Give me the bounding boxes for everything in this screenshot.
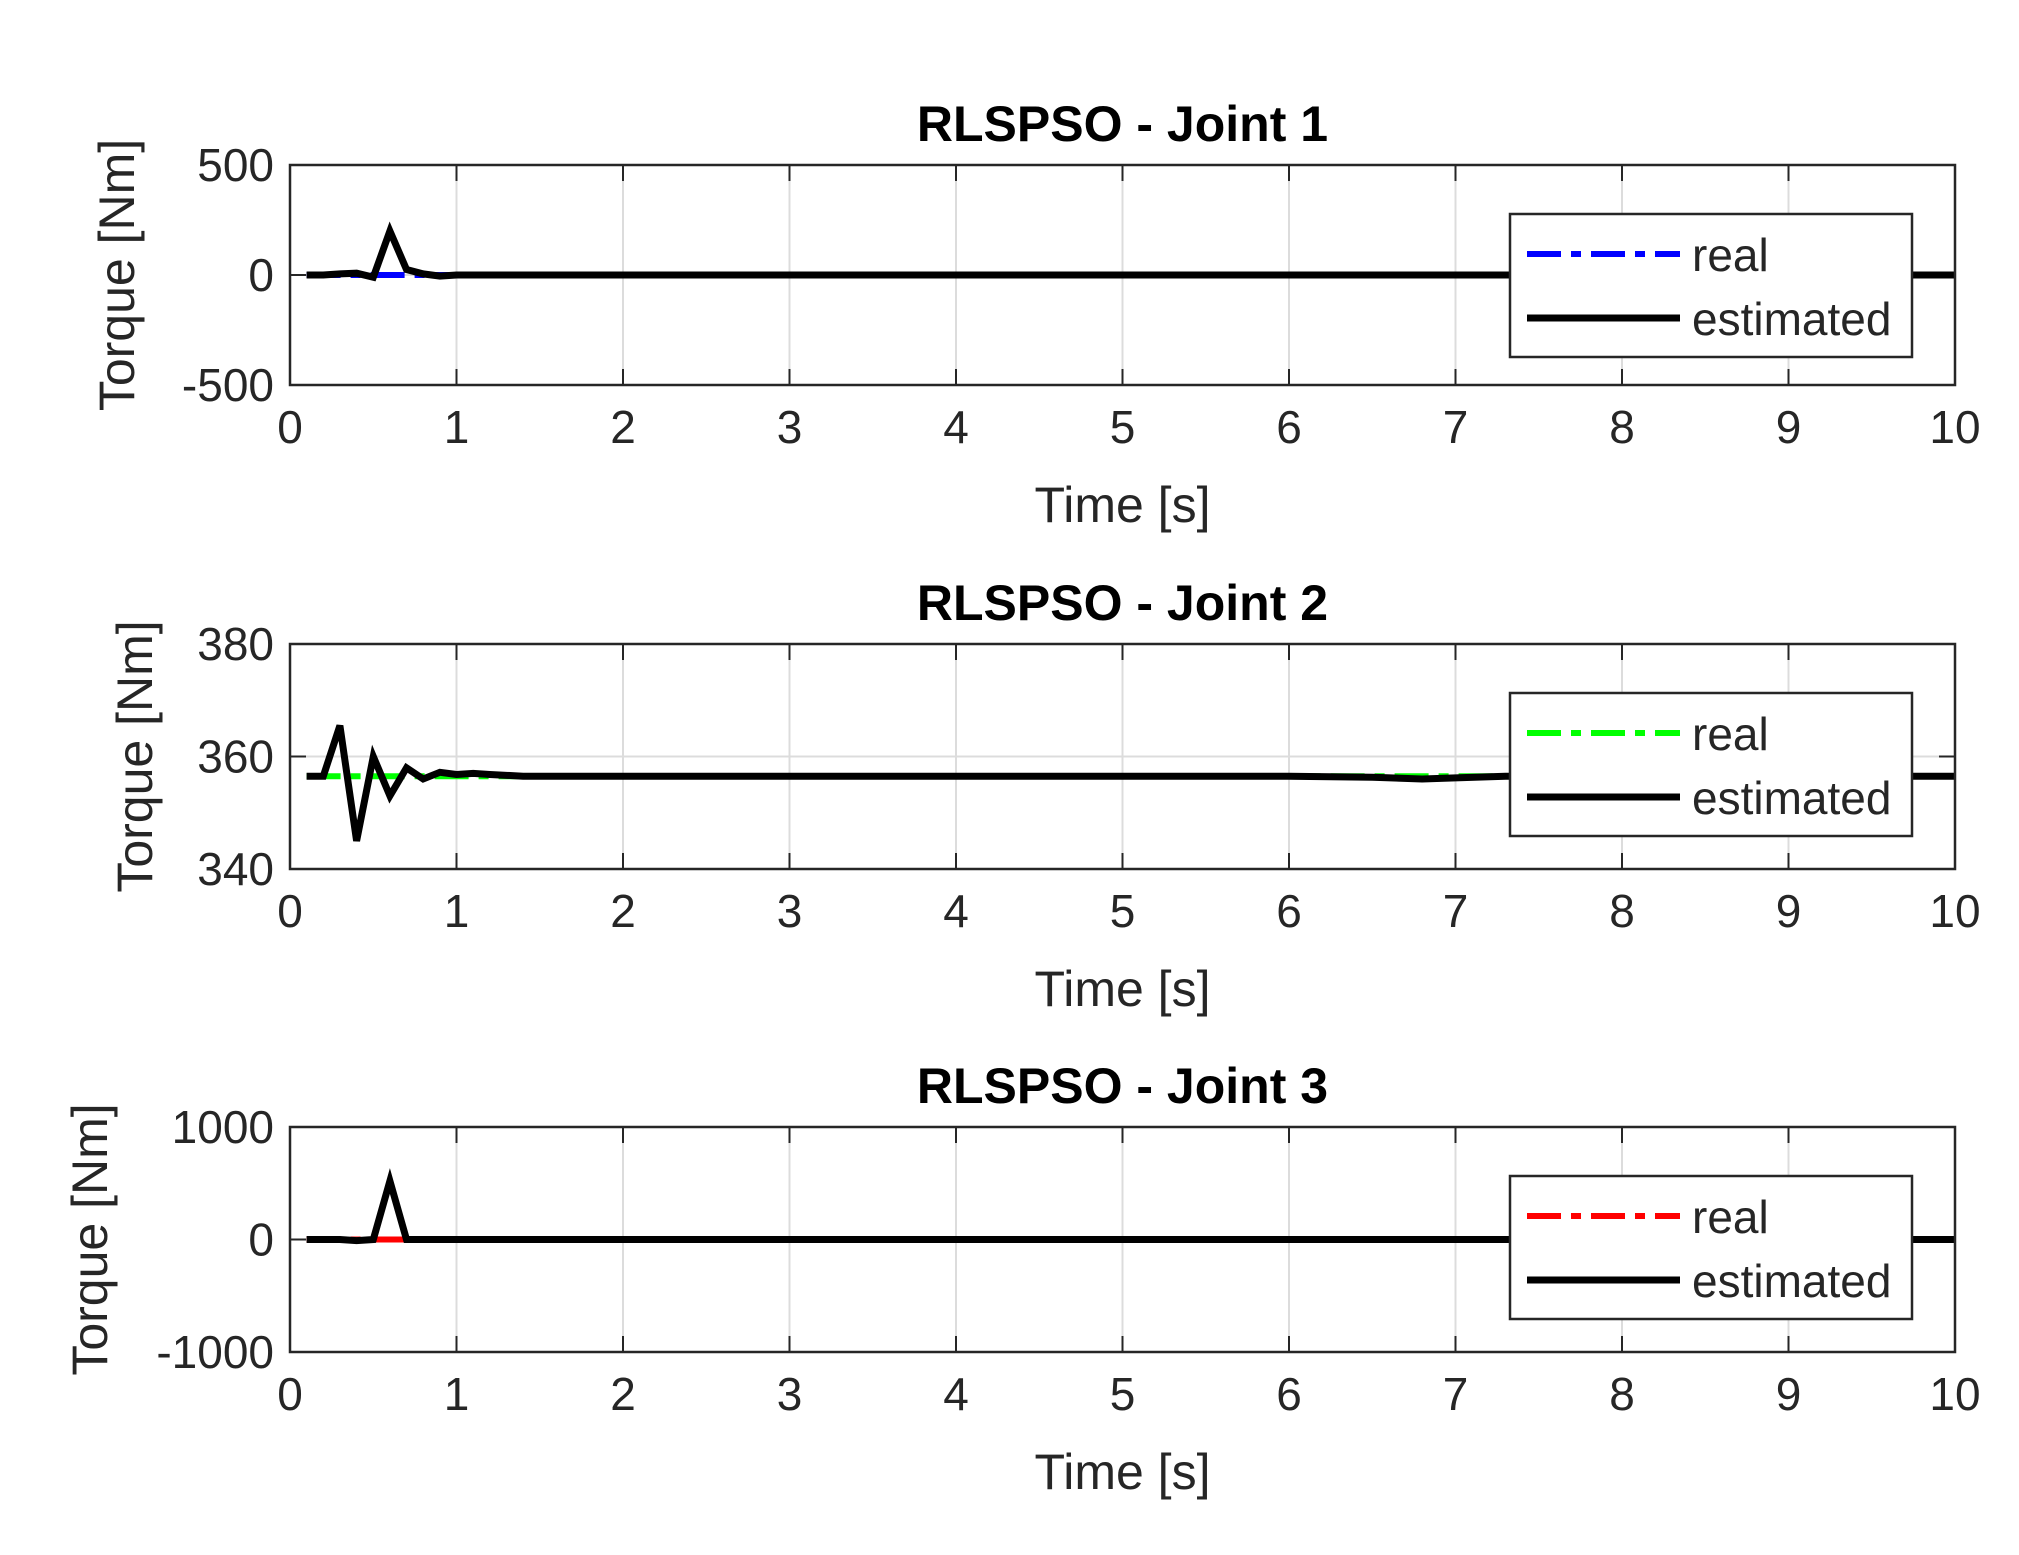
y-tick-label: 0 [248, 249, 274, 301]
x-axis-label: Time [s] [1035, 477, 1211, 533]
x-tick-label: 7 [1443, 885, 1469, 937]
x-tick-label: 2 [610, 885, 636, 937]
x-tick-label: 0 [277, 1368, 303, 1420]
y-tick-label: 340 [197, 843, 274, 895]
series-line-estimated [306, 1168, 1955, 1245]
x-tick-label: 2 [610, 401, 636, 453]
y-tick-label: 500 [197, 139, 274, 191]
legend: real estimated [1508, 212, 1914, 359]
x-tick-label: 9 [1776, 401, 1802, 453]
x-tick-label: 9 [1776, 1368, 1802, 1420]
x-tick-label: 10 [1929, 885, 1980, 937]
x-tick-label: 7 [1443, 1368, 1469, 1420]
legend-label-real: real [1692, 708, 1769, 760]
y-tick-label: 0 [248, 1214, 274, 1266]
x-tick-label: 10 [1929, 1368, 1980, 1420]
legend-label-real: real [1692, 229, 1769, 281]
x-tick-label: 0 [277, 885, 303, 937]
x-tick-label: 3 [777, 401, 803, 453]
x-tick-label: 4 [943, 1368, 969, 1420]
x-tick-label: 6 [1276, 401, 1302, 453]
chart-title: RLSPSO - Joint 2 [917, 575, 1328, 631]
axes-box [288, 642, 1957, 871]
legend-label-real: real [1692, 1191, 1769, 1243]
x-axis-label: Time [s] [1035, 1444, 1211, 1500]
legend: real estimated [1508, 691, 1914, 838]
x-tick-label: 5 [1110, 1368, 1136, 1420]
y-tick-label: 380 [197, 618, 274, 670]
y-axis-label: Torque [Nm] [62, 1103, 118, 1375]
x-tick-label: 4 [943, 885, 969, 937]
legend-box [1508, 691, 1914, 838]
legend-label-estimated: estimated [1692, 293, 1891, 345]
x-tick-label: 2 [610, 1368, 636, 1420]
legend-label-estimated: estimated [1692, 772, 1891, 824]
x-axis-label: Time [s] [1035, 961, 1211, 1017]
x-tick-label: 8 [1609, 885, 1635, 937]
legend-box [1508, 212, 1914, 359]
legend-label-estimated: estimated [1692, 1255, 1891, 1307]
y-tick-label: 360 [197, 731, 274, 783]
legend: real estimated [1508, 1174, 1914, 1321]
x-tick-label: 6 [1276, 1368, 1302, 1420]
x-tick-label: 5 [1110, 401, 1136, 453]
x-tick-label: 9 [1776, 885, 1802, 937]
x-tick-label: 6 [1276, 885, 1302, 937]
x-tick-label: 8 [1609, 1368, 1635, 1420]
y-tick-label: -1000 [156, 1326, 274, 1378]
y-axis-label: Torque [Nm] [89, 139, 145, 411]
x-tick-label: 10 [1929, 401, 1980, 453]
axes-box [288, 1125, 1957, 1354]
y-tick-label: -500 [182, 359, 274, 411]
chart-title: RLSPSO - Joint 1 [917, 96, 1328, 152]
x-tick-label: 1 [444, 1368, 470, 1420]
x-tick-label: 8 [1609, 401, 1635, 453]
series-line-estimated [306, 221, 1955, 282]
x-tick-label: 0 [277, 401, 303, 453]
axes-box [288, 163, 1957, 387]
x-tick-label: 3 [777, 885, 803, 937]
x-tick-label: 5 [1110, 885, 1136, 937]
x-tick-label: 1 [444, 401, 470, 453]
x-tick-label: 7 [1443, 401, 1469, 453]
legend-box [1508, 1174, 1914, 1321]
y-axis-label: Torque [Nm] [107, 620, 163, 892]
x-tick-label: 1 [444, 885, 470, 937]
chart-title: RLSPSO - Joint 3 [917, 1058, 1328, 1114]
x-tick-label: 4 [943, 401, 969, 453]
chart-panel-2: 0 1 2 3 4 5 6 7 8 9 10 340 360 380 RLSPSO - Joint 2 Tim… [107, 575, 1981, 1017]
y-tick-label: 1000 [172, 1101, 274, 1153]
x-tick-label: 3 [777, 1368, 803, 1420]
series-line-estimated [306, 724, 1955, 842]
